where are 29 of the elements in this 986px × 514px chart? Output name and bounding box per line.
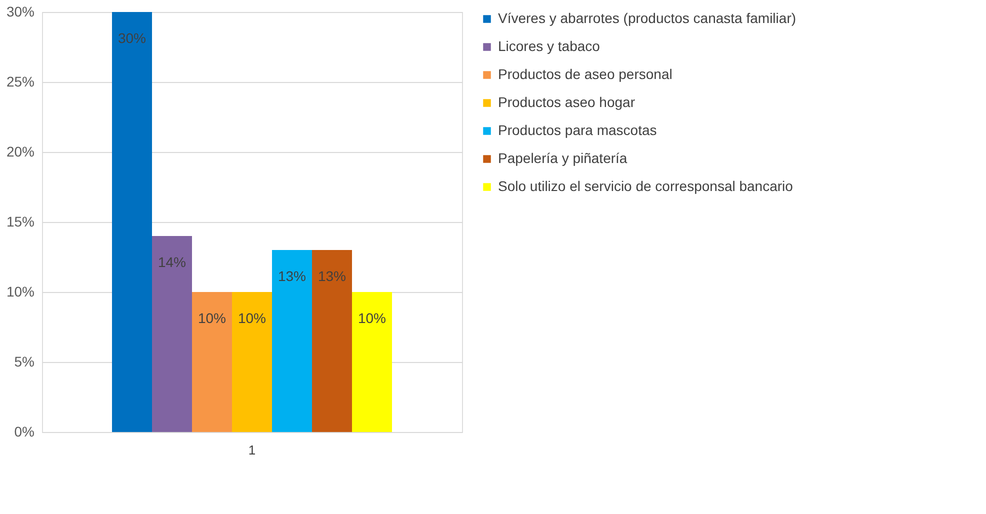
y-tick-label: 0% <box>14 424 34 440</box>
legend-label: Licores y tabaco <box>498 38 600 54</box>
y-tick-label: 15% <box>6 214 34 230</box>
y-tick-label: 5% <box>14 354 34 370</box>
data-label: 30% <box>118 30 146 46</box>
data-label: 13% <box>318 268 346 284</box>
data-label: 13% <box>278 268 306 284</box>
legend-label: Papelería y piñatería <box>498 150 628 166</box>
bar <box>232 292 272 432</box>
x-tick-label: 1 <box>248 442 256 458</box>
y-tick-label: 30% <box>6 4 34 20</box>
bar <box>112 12 152 432</box>
data-label: 10% <box>358 310 386 326</box>
y-tick-label: 10% <box>6 284 34 300</box>
legend-label: Productos de aseo personal <box>498 66 672 82</box>
legend-label: Víveres y abarrotes (productos canasta familiar) <box>498 10 796 26</box>
legend-label: Productos para mascotas <box>498 122 657 138</box>
legend-label: Solo utilizo el servicio de corresponsal bancario <box>498 178 794 194</box>
bar <box>192 292 232 432</box>
data-label: 10% <box>238 310 266 326</box>
y-tick-label: 20% <box>6 144 34 160</box>
data-label: 14% <box>158 254 186 270</box>
bar <box>312 250 352 432</box>
bar <box>272 250 312 432</box>
bar <box>152 236 192 432</box>
y-tick-label: 25% <box>6 74 34 90</box>
legend-label: Productos aseo hogar <box>498 94 636 110</box>
bar <box>352 292 392 432</box>
data-label: 10% <box>198 310 226 326</box>
